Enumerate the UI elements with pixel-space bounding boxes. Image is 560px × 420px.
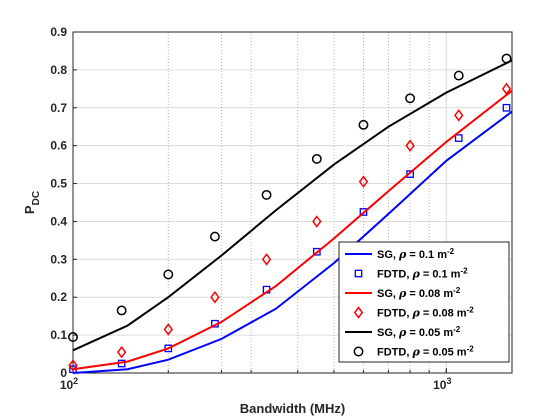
data-point-circle: [116, 305, 127, 316]
legend: SG, ρ = 0.1 m-2 FDTD, ρ = 0.1 m-2 SG, ρ = …: [338, 241, 510, 363]
data-point-diamond: [405, 139, 415, 152]
series-2: [72, 89, 513, 371]
legend-entry-label: FDTD, ρ = 0.1 m-2: [377, 267, 468, 281]
y-tick-label: 0.5: [50, 177, 67, 191]
data-point-diamond: [312, 215, 322, 228]
data-point-circle: [261, 189, 272, 200]
legend-box: [338, 241, 510, 363]
x-tick-label: 103: [433, 376, 451, 392]
y-tick-label: 0.1: [50, 328, 67, 342]
data-point-square: [359, 208, 368, 216]
x-axis-label: Bandwidth (MHz): [240, 401, 345, 416]
series-5: [68, 53, 512, 342]
data-point-square: [312, 247, 321, 256]
legend-entry-label: SG, ρ = 0.1 m-2: [377, 247, 455, 261]
data-point-circle: [358, 119, 369, 130]
y-tick-label: 0: [60, 366, 67, 380]
x-tick-label: 102: [60, 376, 78, 392]
data-point-circle: [453, 70, 464, 81]
series-0: [72, 110, 513, 374]
y-tick-label: 0.2: [50, 290, 67, 304]
y-axis-label-subscript: DC: [31, 191, 42, 205]
data-point-diamond: [358, 175, 369, 188]
series-4: [72, 59, 513, 352]
legend-entry-label: FDTD, ρ = 0.05 m-2: [377, 345, 474, 359]
series-3: [68, 82, 512, 372]
legend-entry-label: SG, ρ = 0.08 m-2: [377, 286, 461, 300]
data-point-diamond: [454, 109, 464, 122]
legend-marker-swatch: [353, 346, 364, 357]
plot-area-frame: [72, 31, 513, 374]
y-tick-label: 0.8: [50, 63, 67, 77]
axis-ticks: 0 0.1 0.2 0.3 0.4 0.5 0.6 0.7 0.8 0.9 102 103: [50, 25, 451, 392]
legend-entry-label: FDTD, ρ = 0.08 m-2: [377, 306, 474, 320]
data-point-circle: [501, 53, 512, 64]
legend-entry-label: SG, ρ = 0.05 m-2: [377, 325, 461, 339]
y-tick-label: 0.3: [50, 252, 67, 266]
y-tick-label: 0.9: [50, 25, 67, 39]
series-line: [72, 89, 513, 371]
data-point-diamond: [116, 345, 127, 359]
y-tick-label: 0.4: [50, 214, 67, 228]
data-point-square: [406, 170, 414, 178]
data-point-diamond: [261, 253, 272, 266]
data-point-diamond: [163, 323, 173, 336]
data-point-square: [164, 344, 173, 353]
data-point-circle: [311, 153, 322, 164]
data-point-diamond: [210, 290, 220, 304]
data-point-diamond: [68, 359, 78, 372]
data-point-circle: [68, 332, 78, 342]
y-tick-label: 0.7: [50, 101, 67, 115]
data-point-square: [502, 103, 511, 112]
data-point-diamond: [501, 82, 512, 96]
data-point-circle: [163, 269, 174, 280]
legend-marker-swatch: [353, 306, 364, 319]
series-layer: [68, 53, 513, 374]
y-tick-label: 0.6: [50, 139, 67, 153]
series-line: [72, 59, 513, 352]
y-axis-label: PDC: [22, 191, 42, 214]
data-point-square: [454, 134, 463, 142]
data-point-circle: [405, 93, 416, 104]
data-point-circle: [209, 231, 220, 242]
legend-marker-swatch: [354, 269, 363, 278]
series-line: [72, 110, 513, 374]
